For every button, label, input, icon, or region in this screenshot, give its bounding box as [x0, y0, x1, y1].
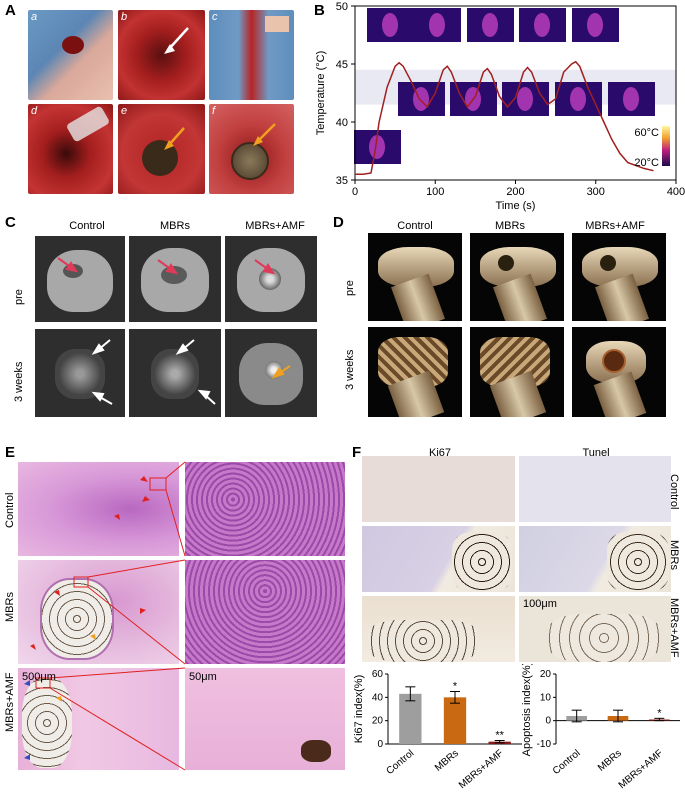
thermal-hotspot — [587, 13, 603, 37]
y-tick-label: 20 — [540, 669, 552, 680]
y-tick-label: 10 — [540, 692, 552, 703]
category-label: MBRs+AMF — [617, 748, 666, 791]
x-tick-label: 400 — [667, 186, 685, 198]
col-label-mbrs-amf-d: MBRs+AMF — [585, 220, 645, 232]
x-tick-label: 200 — [506, 186, 524, 198]
significance-label: * — [657, 707, 662, 719]
y-tick-label: 40 — [336, 117, 348, 129]
thermal-hotspot — [429, 13, 445, 37]
he-mbrs-low — [18, 560, 179, 664]
ct-arrows — [57, 257, 291, 405]
temperature-line — [355, 60, 654, 175]
ihc-ki67-mbrs — [362, 526, 515, 592]
y-tick-label: 20 — [372, 716, 384, 727]
he-mbrs-high — [185, 560, 345, 664]
bar — [399, 693, 422, 744]
ihc-tunel-mbrs — [519, 526, 671, 592]
y-tick-label: -10 — [537, 739, 552, 750]
thermal-hotspot — [482, 13, 498, 37]
panel-label-c: C — [5, 214, 16, 231]
x-tick-label: 0 — [352, 186, 358, 198]
apoptosis-bar-chart: -10 0 10 20 Control MBRs * MBRs+AMF Apoptosis in… — [521, 664, 680, 791]
category-label: Control — [551, 748, 583, 777]
render-control-pre — [368, 233, 462, 321]
surgery-photo-c: c — [209, 10, 294, 100]
ct-mbrs-3w — [129, 329, 221, 417]
y-tick-label: 45 — [336, 59, 348, 71]
col-label-control-d: Control — [397, 220, 433, 232]
y-tick-label: 50 — [336, 1, 348, 13]
he-zoom-lines — [24, 461, 186, 771]
y-tick-label: 60 — [372, 669, 384, 680]
render-mbrs-amf-3w — [572, 327, 666, 417]
he-mbrs-amf-high — [185, 668, 345, 770]
bar — [443, 697, 467, 744]
thermal-hotspot — [382, 13, 398, 37]
panel-label-f: F — [352, 444, 362, 461]
y-tick-label: 0 — [377, 739, 383, 750]
ct-control-pre — [35, 236, 125, 322]
ki67-bar-chart: 0 20 40 60 Control * MBRs ** MBRs+AMF Ki67 index(… — [353, 669, 522, 791]
render-mbrs-amf-pre — [572, 233, 666, 321]
col-label-control: Control — [69, 220, 105, 232]
panel-label-b: B — [314, 2, 325, 19]
ct-mbrs-amf-pre — [225, 236, 317, 322]
scale-bar-100um: 100μm — [523, 598, 557, 610]
colorbar-max-label: 60°C — [634, 127, 659, 139]
colorbar — [662, 126, 670, 166]
col-label-mbrs-d: MBRs — [495, 220, 525, 232]
ihc-ki67-mbrs-amf — [362, 596, 515, 662]
significance-label: * — [453, 681, 458, 693]
render-control-3w — [368, 327, 462, 417]
surgery-photo-a: a — [28, 10, 113, 100]
y-axis-label: Ki67 index(%) — [353, 675, 365, 743]
ihc-tunel-control — [519, 456, 671, 522]
ihc-ki67-control — [362, 456, 515, 522]
col-label-mbrs: MBRs — [160, 220, 190, 232]
colorbar-min-label: 20°C — [634, 157, 659, 169]
temperature-chart: 0 100 200 300 400 35 40 45 50 Time (s) Temperature… — [315, 1, 685, 212]
panel-label-d: D — [333, 214, 344, 231]
thermal-hotspot — [623, 87, 639, 111]
scale-bar-50um: 50μm — [189, 671, 217, 683]
ihc-tunel-mbrs-amf — [519, 596, 671, 662]
ct-mbrs-amf-3w — [225, 329, 317, 417]
thermal-hotspot — [534, 13, 550, 37]
category-label: MBRs — [433, 748, 461, 774]
y-tick-label: 40 — [372, 692, 384, 703]
render-mbrs-pre — [470, 233, 564, 321]
thermal-hotspot — [570, 87, 586, 111]
surgery-photo-d: d — [28, 104, 113, 194]
category-label: MBRs+AMF — [457, 748, 506, 791]
he-control-high — [185, 462, 345, 556]
y-axis-label: Temperature (°C) — [315, 51, 327, 135]
surgery-photo-f: f — [209, 104, 294, 194]
col-label-mbrs-amf: MBRs+AMF — [245, 220, 305, 232]
surgery-photo-e: e — [118, 104, 205, 194]
x-tick-label: 300 — [587, 186, 605, 198]
thermal-hotspot — [517, 87, 533, 111]
ct-mbrs-pre — [129, 236, 221, 322]
surgery-photo-b: b — [118, 10, 205, 100]
he-mbrs-amf-low — [18, 668, 179, 770]
scale-bar-500um: 500μm — [22, 671, 56, 683]
white-arrow-icon — [164, 27, 189, 54]
y-tick-label: 0 — [545, 716, 551, 727]
category-label: Control — [384, 748, 416, 777]
render-mbrs-3w — [470, 327, 564, 417]
orange-arrow-icon — [253, 123, 276, 146]
category-label: MBRs — [596, 748, 624, 774]
y-axis-label: Apoptosis index(%) — [521, 664, 533, 756]
panel-label-a: A — [5, 2, 16, 19]
y-tick-label: 35 — [336, 175, 348, 187]
x-tick-label: 100 — [426, 186, 444, 198]
thermal-hotspot — [369, 135, 385, 159]
significance-label: ** — [495, 730, 504, 742]
orange-arrow-icon — [164, 127, 185, 150]
panel-label-e: E — [5, 444, 16, 461]
x-axis-label: Time (s) — [496, 200, 536, 212]
